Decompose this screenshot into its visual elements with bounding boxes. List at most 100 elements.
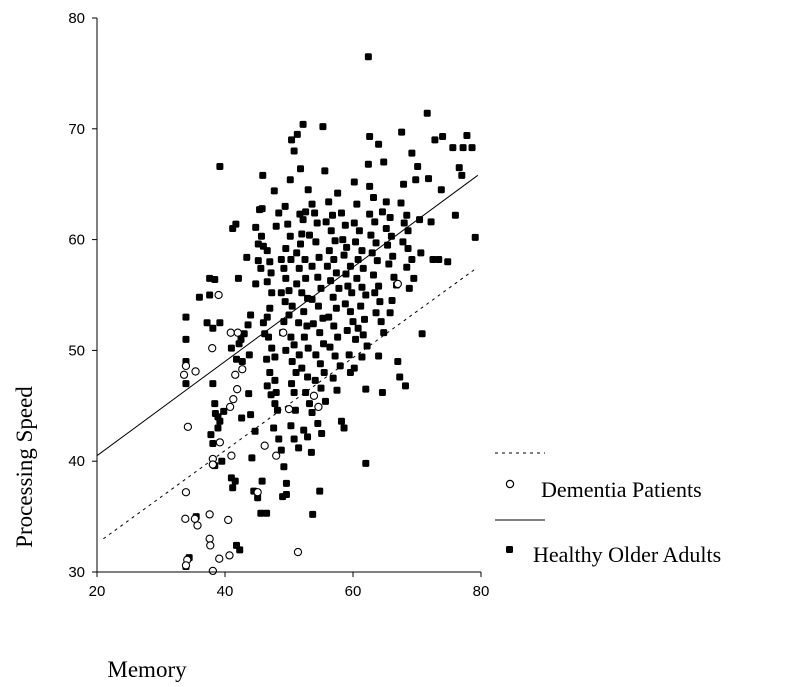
healthy-point: [245, 351, 253, 359]
healthy-point: [286, 232, 294, 240]
healthy-point: [284, 220, 292, 228]
healthy-point: [366, 133, 374, 141]
healthy-point: [263, 382, 271, 390]
x-tick-label: 40: [217, 583, 234, 600]
healthy-point: [354, 324, 362, 332]
healthy-point: [285, 311, 293, 319]
healthy-point: [305, 400, 313, 408]
healthy-point: [305, 231, 313, 239]
healthy-point: [372, 309, 380, 317]
healthy-point: [346, 262, 354, 270]
healthy-point: [397, 199, 405, 207]
healthy-point: [336, 362, 344, 370]
y-axis-title: Processing Speed: [12, 386, 37, 548]
dementia-point: [284, 404, 294, 414]
healthy-point: [353, 274, 361, 282]
dementia-point: [272, 451, 281, 460]
healthy-point: [271, 376, 279, 384]
healthy-point: [313, 219, 321, 227]
healthy-point: [234, 274, 242, 282]
healthy-point: [320, 340, 328, 348]
healthy-point: [321, 167, 329, 175]
healthy-point: [314, 273, 322, 281]
healthy-point: [341, 300, 349, 308]
healthy-point: [378, 389, 386, 397]
healthy-point: [362, 385, 370, 393]
healthy-point: [386, 309, 394, 317]
healthy-point: [416, 216, 424, 224]
ticks: 20 40 60 80 30 40 50 60 70 80: [68, 10, 489, 600]
healthy-point: [349, 318, 357, 326]
healthy-point: [369, 193, 377, 201]
healthy-point: [267, 269, 275, 277]
healthy-point: [417, 249, 425, 257]
healthy-point: [311, 376, 319, 384]
healthy-point: [209, 380, 217, 388]
healthy-point: [252, 223, 260, 231]
healthy-point: [332, 269, 340, 277]
dementia-point: [191, 367, 200, 376]
healthy-point: [263, 313, 271, 321]
dementia-point: [393, 279, 402, 289]
healthy-point: [281, 202, 289, 210]
healthy-point: [373, 257, 381, 265]
healthy-point: [259, 171, 267, 179]
healthy-point: [254, 494, 262, 502]
healthy-point: [371, 218, 379, 226]
healthy-point: [288, 380, 296, 388]
healthy-point: [375, 140, 383, 148]
healthy-point: [280, 264, 288, 272]
dementia-point: [293, 547, 303, 557]
dementia-point: [314, 402, 323, 412]
healthy-point: [297, 165, 305, 173]
healthy-point: [410, 274, 418, 282]
healthy-point: [302, 389, 310, 397]
healthy-point: [329, 374, 337, 382]
healthy-point: [335, 284, 343, 292]
y-tick-label: 50: [68, 342, 85, 359]
healthy-point: [320, 369, 328, 377]
healthy-point: [343, 326, 351, 334]
healthy-point: [366, 182, 374, 190]
healthy-point: [277, 289, 285, 297]
healthy-point: [272, 222, 280, 230]
healthy-point: [207, 431, 215, 439]
healthy-point: [388, 297, 396, 305]
healthy-point: [312, 238, 320, 246]
healthy-point: [279, 493, 287, 501]
healthy-point: [399, 238, 407, 246]
y-tick-label: 40: [68, 453, 85, 470]
healthy-point: [245, 390, 253, 398]
healthy-point: [300, 333, 308, 341]
healthy-point: [463, 131, 471, 139]
healthy-point: [471, 233, 479, 241]
healthy-point: [263, 278, 271, 286]
healthy-point: [358, 247, 366, 255]
healthy-point: [408, 256, 416, 264]
dementia-point: [225, 402, 235, 412]
healthy-point: [316, 487, 324, 495]
healthy-point: [455, 164, 463, 172]
healthy-point: [218, 457, 226, 465]
healthy-point: [297, 240, 305, 248]
healthy-point: [257, 264, 265, 272]
healthy-point: [251, 427, 259, 435]
healthy-point: [308, 200, 316, 208]
healthy-point: [298, 289, 306, 297]
dementia-point: [208, 460, 217, 469]
healthy-point: [271, 400, 279, 408]
healthy-point: [303, 322, 311, 330]
dementia-point: [205, 510, 214, 519]
axes: [96, 18, 481, 573]
healthy-point: [401, 382, 409, 390]
healthy-point: [299, 120, 307, 128]
healthy-point: [390, 273, 398, 281]
healthy-point: [364, 53, 372, 61]
healthy-point: [203, 319, 211, 327]
legend-label-dementia: Dementia Patients: [541, 477, 702, 502]
healthy-point: [263, 247, 271, 255]
healthy-point: [398, 128, 406, 136]
healthy-point: [361, 315, 369, 323]
healthy-point: [380, 329, 388, 337]
healthy-point: [317, 384, 325, 392]
